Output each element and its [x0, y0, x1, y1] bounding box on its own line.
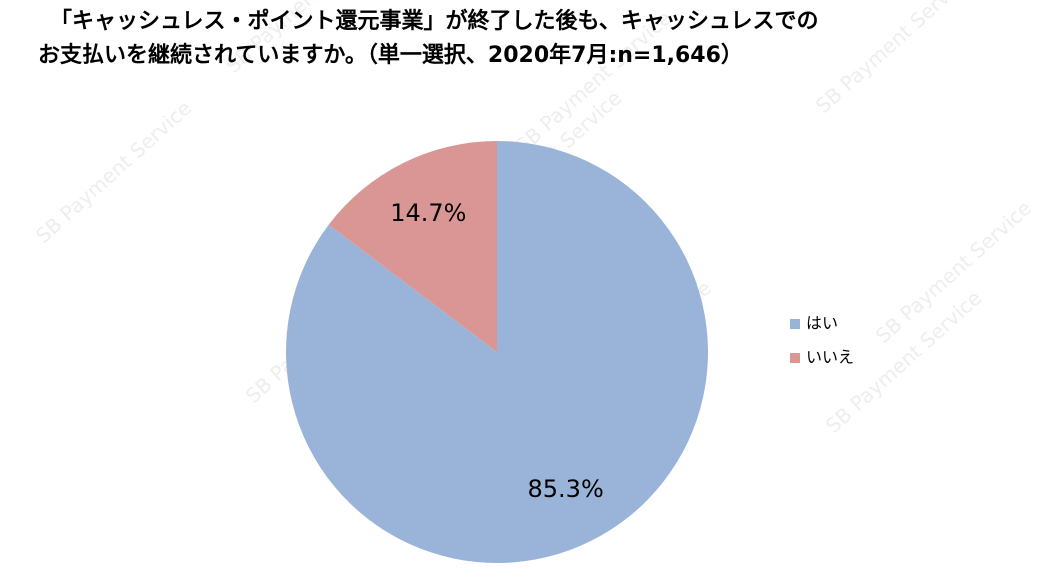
pie-slice [328, 141, 497, 352]
pie-slice [285, 141, 708, 563]
legend-label: はい [806, 314, 838, 333]
chart-title: 「キャッシュレス・ポイント還元事業」が終了した後も、キャッシュレスでの [50, 8, 818, 34]
watermark: SB Payment Service [31, 96, 196, 248]
legend-label: いいえ [806, 348, 854, 367]
data-label: 85.3% [528, 475, 604, 503]
watermark: SB Payment Service [811, 0, 976, 118]
legend-swatch [790, 319, 800, 329]
chart-title: お支払いを継続されていますか。（単一選択、2020年7月:n=1,646） [38, 42, 743, 68]
data-label: 14.7% [390, 199, 466, 227]
legend-swatch [790, 353, 800, 363]
